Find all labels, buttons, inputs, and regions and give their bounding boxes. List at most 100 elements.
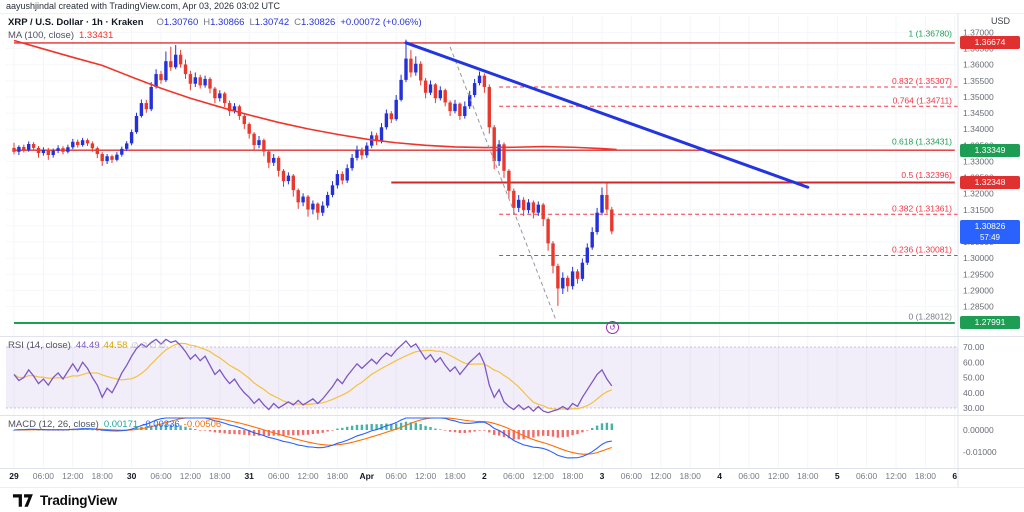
ohlc-close-label: C (294, 17, 301, 28)
svg-text:1.35500: 1.35500 (963, 76, 994, 86)
candles-layer (12, 39, 614, 306)
rsi-legend[interactable]: RSI (14, close) 44.49 44.58 ∅ ∅ ∅ ∅ (8, 340, 166, 351)
rsi-hidden-values: ∅ ∅ ∅ ∅ (131, 341, 166, 350)
macd-pane-layer (12, 417, 613, 459)
ohlc-low-label: L (249, 17, 255, 28)
chart-canvas[interactable]: 1 (1.36780) 0.832 (1.35307) 0.764 (1.34711… (0, 0, 1024, 487)
svg-text:06:00: 06:00 (856, 471, 878, 481)
ohlc-high-label: H (203, 17, 211, 28)
macd-legend[interactable]: MACD (12, 26, close) 0.00171 -0.00336 -0.00… (8, 419, 221, 430)
svg-text:18:00: 18:00 (92, 471, 114, 481)
ohlc-open-value: 1.30760 (163, 17, 199, 28)
svg-text:06:00: 06:00 (386, 471, 408, 481)
svg-text:06:00: 06:00 (33, 471, 55, 481)
svg-text:18:00: 18:00 (209, 471, 231, 481)
svg-text:0.764 (1.34711): 0.764 (1.34711) (893, 95, 953, 105)
svg-text:60.00: 60.00 (963, 357, 985, 367)
ohlc-change: +0.00072 (+0.06%) (340, 17, 422, 28)
svg-text:12:00: 12:00 (297, 471, 319, 481)
svg-text:06:00: 06:00 (150, 471, 172, 481)
svg-text:06:00: 06:00 (503, 471, 525, 481)
svg-text:0.00000: 0.00000 (963, 425, 994, 435)
svg-text:1.32500: 1.32500 (963, 173, 994, 183)
svg-text:12:00: 12:00 (885, 471, 907, 481)
horizontal-lines-layer (14, 42, 955, 324)
svg-text:29: 29 (9, 471, 19, 481)
svg-text:3: 3 (600, 471, 605, 481)
svg-text:1.29000: 1.29000 (963, 285, 994, 295)
tradingview-logo-text[interactable]: TradingView (40, 492, 118, 508)
ma-legend-label: MA (100, close) (8, 30, 74, 41)
svg-text:18:00: 18:00 (915, 471, 937, 481)
svg-text:1.30000: 1.30000 (963, 253, 994, 263)
svg-text:-0.01000: -0.01000 (963, 447, 997, 457)
macd-legend-label: MACD (12, 26, close) (8, 419, 99, 430)
svg-text:0.618 (1.33431): 0.618 (1.33431) (892, 137, 952, 147)
svg-text:1.33500: 1.33500 (963, 140, 994, 150)
tradingview-logo-icon[interactable] (12, 492, 34, 509)
svg-text:12:00: 12:00 (62, 471, 84, 481)
symbol-title[interactable]: XRP / U.S. Dollar · 1h · Kraken (8, 17, 144, 28)
svg-text:18:00: 18:00 (327, 471, 349, 481)
svg-text:12:00: 12:00 (415, 471, 437, 481)
fib-retracement-layer: 1 (1.36780) 0.832 (1.35307) 0.764 (1.34711… (499, 29, 958, 321)
svg-text:5: 5 (835, 471, 840, 481)
currency-label[interactable]: USD (991, 16, 1011, 26)
svg-text:1.31000: 1.31000 (963, 221, 994, 231)
ohlc-close-value: 1.30826 (300, 17, 336, 28)
svg-text:6: 6 (952, 471, 957, 481)
svg-text:40.00: 40.00 (963, 388, 985, 398)
svg-text:2: 2 (482, 471, 487, 481)
svg-text:1.34000: 1.34000 (963, 124, 994, 134)
svg-text:0.382 (1.31361): 0.382 (1.31361) (892, 203, 952, 213)
footer-bar: TradingView (0, 487, 1024, 512)
grid-layer (6, 16, 958, 468)
drawing-cursor-icon: ↺ (606, 321, 619, 334)
rsi-legend-value: 44.49 (75, 340, 100, 351)
svg-text:30: 30 (127, 471, 137, 481)
svg-text:1.36000: 1.36000 (963, 60, 994, 70)
svg-text:12:00: 12:00 (180, 471, 202, 481)
axis-labels: 1.37000 1.36500 1.36000 1.35500 1.35000 1.345… (9, 27, 997, 481)
svg-text:Apr: Apr (359, 471, 374, 481)
overlays-layer (13, 39, 810, 319)
svg-text:12:00: 12:00 (650, 471, 672, 481)
svg-text:30.00: 30.00 (963, 403, 985, 413)
svg-text:1.37000: 1.37000 (963, 27, 994, 37)
svg-text:12:00: 12:00 (768, 471, 790, 481)
ohlc-low-value: 1.30742 (254, 17, 290, 28)
macd-hist-value: 0.00171 (103, 419, 139, 430)
svg-text:18:00: 18:00 (797, 471, 819, 481)
svg-text:50.00: 50.00 (963, 373, 985, 383)
rsi-pane-layer (6, 338, 958, 414)
symbol-legend: XRP / U.S. Dollar · 1h · Kraken O1.30760 H… (8, 17, 422, 28)
attribution-bar: aayushjindal created with TradingView.co… (0, 0, 1024, 13)
svg-text:06:00: 06:00 (621, 471, 643, 481)
svg-text:1.28500: 1.28500 (963, 302, 994, 312)
ohlc-high-value: 1.30866 (210, 17, 245, 28)
svg-text:1.34500: 1.34500 (963, 108, 994, 118)
svg-text:0.5 (1.32396): 0.5 (1.32396) (901, 170, 952, 180)
rsi-ma-value: 44.58 (103, 340, 128, 351)
macd-line-value: -0.00336 (142, 419, 180, 430)
pane-separators (0, 12, 1024, 487)
svg-text:1.30500: 1.30500 (963, 237, 994, 247)
svg-text:0.832 (1.35307): 0.832 (1.35307) (892, 76, 952, 86)
svg-text:1.36500: 1.36500 (963, 44, 994, 54)
svg-text:12:00: 12:00 (533, 471, 555, 481)
svg-text:0.236 (1.30081): 0.236 (1.30081) (892, 245, 952, 255)
svg-text:18:00: 18:00 (680, 471, 702, 481)
svg-text:31: 31 (244, 471, 254, 481)
svg-text:0 (1.28012): 0 (1.28012) (909, 311, 953, 321)
rsi-legend-label: RSI (14, close) (8, 340, 71, 351)
svg-text:1.32000: 1.32000 (963, 189, 994, 199)
svg-text:06:00: 06:00 (738, 471, 760, 481)
macd-signal-value: -0.00506 (183, 419, 222, 430)
svg-text:1.33000: 1.33000 (963, 156, 994, 166)
svg-text:1.35000: 1.35000 (963, 92, 994, 102)
ohlc-open-label: O (156, 17, 164, 28)
ma-legend[interactable]: MA (100, close) 1.33431 (8, 30, 113, 41)
svg-text:18:00: 18:00 (444, 471, 466, 481)
svg-text:70.00: 70.00 (963, 342, 985, 352)
